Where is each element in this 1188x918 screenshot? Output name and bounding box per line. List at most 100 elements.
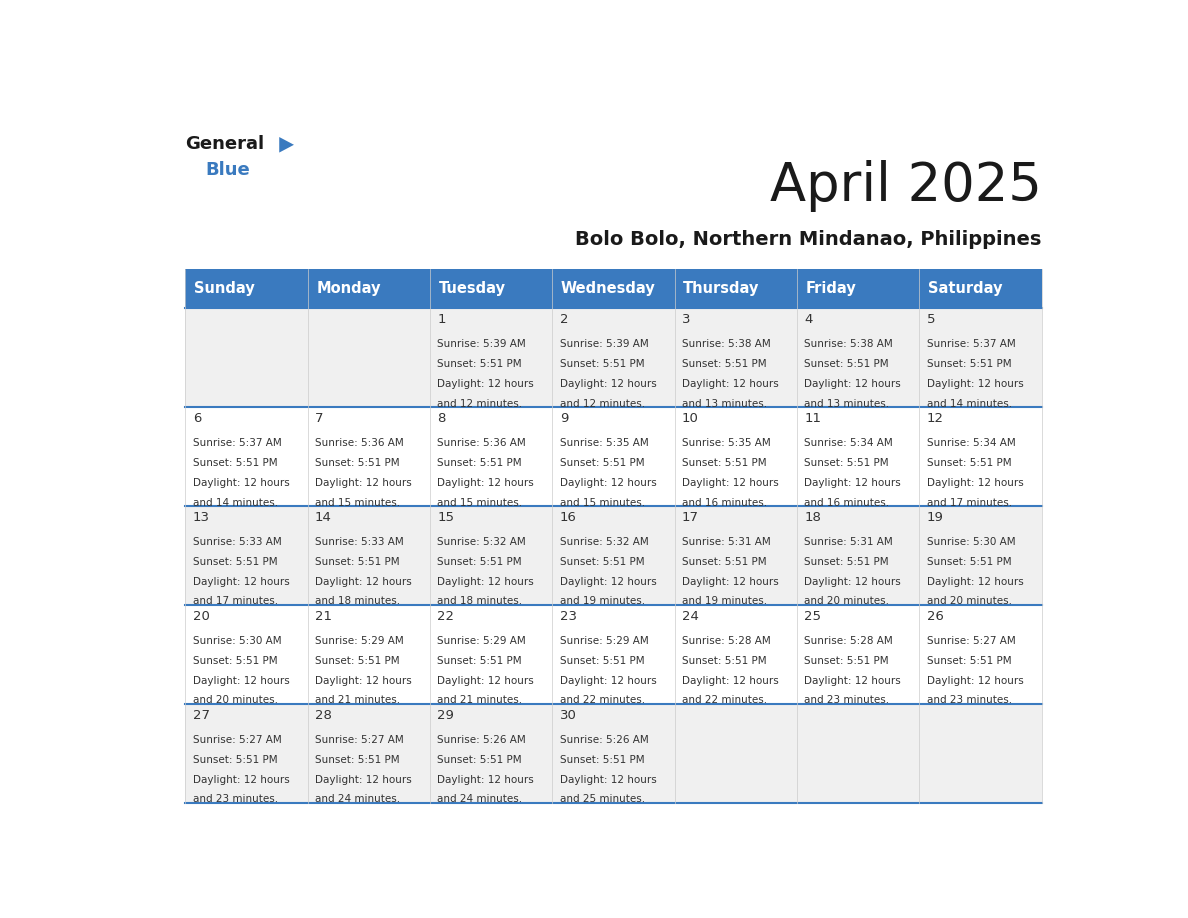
Text: Sunset: 5:51 PM: Sunset: 5:51 PM: [437, 755, 522, 765]
Text: 29: 29: [437, 709, 454, 722]
Text: Daylight: 12 hours: Daylight: 12 hours: [437, 379, 535, 388]
Text: Monday: Monday: [316, 281, 380, 297]
Text: Sunrise: 5:31 AM: Sunrise: 5:31 AM: [804, 537, 893, 547]
Text: General: General: [185, 135, 265, 153]
Text: Sunrise: 5:30 AM: Sunrise: 5:30 AM: [192, 636, 282, 646]
Text: Daylight: 12 hours: Daylight: 12 hours: [804, 379, 901, 388]
Bar: [552, 407, 675, 506]
Text: Daylight: 12 hours: Daylight: 12 hours: [560, 775, 657, 785]
Text: 22: 22: [437, 610, 454, 623]
Text: and 18 minutes.: and 18 minutes.: [315, 597, 400, 607]
Text: Sunrise: 5:39 AM: Sunrise: 5:39 AM: [437, 339, 526, 349]
Text: Sunset: 5:51 PM: Sunset: 5:51 PM: [804, 359, 889, 369]
Text: Sunrise: 5:36 AM: Sunrise: 5:36 AM: [315, 438, 404, 448]
Text: and 21 minutes.: and 21 minutes.: [315, 696, 400, 705]
Bar: [430, 704, 552, 803]
Text: Sunset: 5:51 PM: Sunset: 5:51 PM: [437, 458, 522, 468]
Bar: [185, 269, 308, 308]
Text: Sunday: Sunday: [194, 281, 254, 297]
Bar: [920, 704, 1042, 803]
Bar: [797, 308, 920, 407]
Bar: [920, 506, 1042, 605]
Text: Sunset: 5:51 PM: Sunset: 5:51 PM: [192, 655, 277, 666]
Text: 17: 17: [682, 511, 699, 524]
Text: Sunrise: 5:27 AM: Sunrise: 5:27 AM: [315, 735, 404, 745]
Bar: [430, 308, 552, 407]
Text: Sunrise: 5:28 AM: Sunrise: 5:28 AM: [682, 636, 771, 646]
Bar: [185, 704, 308, 803]
Text: Daylight: 12 hours: Daylight: 12 hours: [804, 477, 901, 487]
Text: Daylight: 12 hours: Daylight: 12 hours: [192, 477, 290, 487]
Text: Sunrise: 5:27 AM: Sunrise: 5:27 AM: [192, 735, 282, 745]
Text: Daylight: 12 hours: Daylight: 12 hours: [927, 676, 1023, 686]
Polygon shape: [279, 137, 293, 152]
Text: 16: 16: [560, 511, 576, 524]
Text: 10: 10: [682, 412, 699, 425]
Bar: [797, 605, 920, 704]
Text: Daylight: 12 hours: Daylight: 12 hours: [560, 676, 657, 686]
Bar: [797, 506, 920, 605]
Text: Sunset: 5:51 PM: Sunset: 5:51 PM: [804, 458, 889, 468]
Text: and 15 minutes.: and 15 minutes.: [437, 498, 523, 508]
Text: Sunset: 5:51 PM: Sunset: 5:51 PM: [927, 557, 1011, 567]
Bar: [920, 605, 1042, 704]
Text: 28: 28: [315, 709, 331, 722]
Text: Sunrise: 5:31 AM: Sunrise: 5:31 AM: [682, 537, 771, 547]
Text: and 19 minutes.: and 19 minutes.: [560, 597, 645, 607]
Text: and 21 minutes.: and 21 minutes.: [437, 696, 523, 705]
Bar: [797, 704, 920, 803]
Text: Daylight: 12 hours: Daylight: 12 hours: [682, 676, 778, 686]
Text: Sunrise: 5:30 AM: Sunrise: 5:30 AM: [927, 537, 1016, 547]
Bar: [797, 407, 920, 506]
Bar: [308, 605, 430, 704]
Text: Daylight: 12 hours: Daylight: 12 hours: [437, 477, 535, 487]
Text: Daylight: 12 hours: Daylight: 12 hours: [192, 577, 290, 587]
Text: Sunrise: 5:29 AM: Sunrise: 5:29 AM: [437, 636, 526, 646]
Text: 9: 9: [560, 412, 568, 425]
Bar: [185, 506, 308, 605]
Text: Daylight: 12 hours: Daylight: 12 hours: [927, 577, 1023, 587]
Text: and 20 minutes.: and 20 minutes.: [804, 597, 890, 607]
Text: 6: 6: [192, 412, 201, 425]
Text: and 16 minutes.: and 16 minutes.: [682, 498, 767, 508]
Text: Daylight: 12 hours: Daylight: 12 hours: [682, 577, 778, 587]
Bar: [675, 269, 797, 308]
Text: and 12 minutes.: and 12 minutes.: [560, 398, 645, 409]
Bar: [308, 704, 430, 803]
Text: Sunset: 5:51 PM: Sunset: 5:51 PM: [560, 755, 644, 765]
Text: Daylight: 12 hours: Daylight: 12 hours: [560, 379, 657, 388]
Text: and 18 minutes.: and 18 minutes.: [437, 597, 523, 607]
Text: Sunrise: 5:37 AM: Sunrise: 5:37 AM: [192, 438, 282, 448]
Text: and 13 minutes.: and 13 minutes.: [804, 398, 890, 409]
Text: 3: 3: [682, 313, 690, 326]
Text: Sunset: 5:51 PM: Sunset: 5:51 PM: [315, 557, 399, 567]
Bar: [675, 605, 797, 704]
Text: Sunset: 5:51 PM: Sunset: 5:51 PM: [560, 655, 644, 666]
Text: Daylight: 12 hours: Daylight: 12 hours: [804, 676, 901, 686]
Bar: [920, 269, 1042, 308]
Text: and 19 minutes.: and 19 minutes.: [682, 597, 767, 607]
Text: and 14 minutes.: and 14 minutes.: [192, 498, 278, 508]
Text: and 15 minutes.: and 15 minutes.: [560, 498, 645, 508]
Text: 30: 30: [560, 709, 576, 722]
Bar: [430, 605, 552, 704]
Text: 8: 8: [437, 412, 446, 425]
Text: Sunrise: 5:29 AM: Sunrise: 5:29 AM: [560, 636, 649, 646]
Text: and 20 minutes.: and 20 minutes.: [927, 597, 1012, 607]
Text: Sunset: 5:51 PM: Sunset: 5:51 PM: [927, 458, 1011, 468]
Text: Thursday: Thursday: [683, 281, 759, 297]
Text: and 23 minutes.: and 23 minutes.: [192, 794, 278, 804]
Text: Daylight: 12 hours: Daylight: 12 hours: [682, 379, 778, 388]
Text: and 23 minutes.: and 23 minutes.: [927, 696, 1012, 705]
Text: Sunrise: 5:28 AM: Sunrise: 5:28 AM: [804, 636, 893, 646]
Bar: [552, 704, 675, 803]
Text: Sunrise: 5:32 AM: Sunrise: 5:32 AM: [437, 537, 526, 547]
Text: Sunrise: 5:26 AM: Sunrise: 5:26 AM: [437, 735, 526, 745]
Text: Sunrise: 5:35 AM: Sunrise: 5:35 AM: [682, 438, 771, 448]
Text: 25: 25: [804, 610, 821, 623]
Text: Sunset: 5:51 PM: Sunset: 5:51 PM: [192, 557, 277, 567]
Text: Sunrise: 5:26 AM: Sunrise: 5:26 AM: [560, 735, 649, 745]
Bar: [552, 506, 675, 605]
Bar: [308, 506, 430, 605]
Bar: [308, 269, 430, 308]
